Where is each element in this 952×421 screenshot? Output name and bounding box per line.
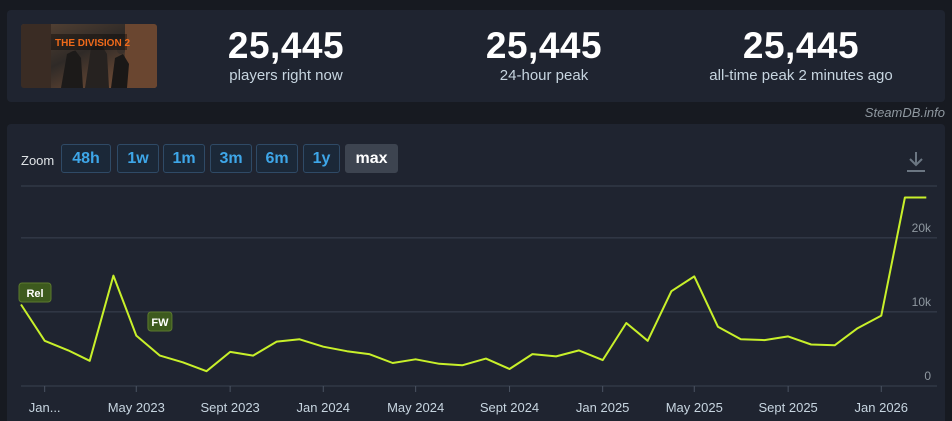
game-logo-image: THE DIVISION 2 [21, 24, 157, 88]
current-players-label: players right now [229, 67, 343, 84]
stats-panel: THE DIVISION 2 25,445 players right now … [7, 10, 945, 102]
annotation-flag-0 [18, 282, 52, 303]
player-count-chart: 0 10k 20k Jan... May 2023 Sept 2023 Jan 2024 Ma… [18, 185, 937, 415]
stat-alltime-peak: 25,445 all-time peak 2 minutes ago [691, 26, 911, 85]
x-tick-label-0: Jan... [29, 400, 61, 415]
peak-24h-label: 24-hour peak [499, 67, 589, 84]
zoom-3m-button[interactable]: 3m [210, 144, 252, 173]
x-tick-label-3: Jan 2024 [297, 400, 351, 415]
x-tick-label-9: Jan 2026 [855, 400, 909, 415]
steamdb-credit[interactable]: SteamDB.info [864, 105, 945, 120]
y-tick-label-0: 0 [924, 369, 931, 383]
game-logo[interactable]: THE DIVISION 2 [21, 24, 157, 88]
annotation-flag-1 [147, 311, 173, 332]
stat-24h-peak: 25,445 24-hour peak [459, 26, 629, 85]
y-tick-label-2: 20k [912, 221, 932, 235]
x-tick-label-4: May 2024 [387, 400, 444, 415]
x-tick-label-7: May 2025 [666, 400, 723, 415]
download-icon[interactable] [905, 150, 927, 174]
x-tick-label-5: Sept 2024 [480, 400, 539, 415]
x-tick-label-6: Jan 2025 [576, 400, 630, 415]
alltime-peak-label: all-time peak 2 minutes ago [709, 67, 893, 84]
x-tick-label-8: Sept 2025 [759, 400, 818, 415]
current-players-value: 25,445 [227, 25, 345, 66]
alltime-peak-value: 25,445 [742, 25, 860, 66]
zoom-1y-button[interactable]: 1y [303, 144, 340, 173]
svg-text:THE DIVISION 2: THE DIVISION 2 [55, 38, 130, 49]
x-tick-label-2: Sept 2023 [201, 400, 260, 415]
zoom-label: Zoom [21, 153, 55, 168]
zoom-1m-button[interactable]: 1m [163, 144, 205, 173]
stat-current-players: 25,445 players right now [201, 26, 371, 85]
zoom-1w-button[interactable]: 1w [117, 144, 159, 173]
y-tick-label-1: 10k [912, 295, 932, 309]
annotation-label-1: FW [151, 317, 169, 329]
peak-24h-value: 25,445 [485, 25, 603, 66]
chart-panel: 0 10k 20k Jan... May 2023 Sept 2023 Jan 2024 Ma… [7, 124, 945, 421]
x-tick-label-1: May 2023 [108, 400, 165, 415]
zoom-max-button[interactable]: max [345, 144, 398, 173]
series-line-players [20, 196, 927, 373]
zoom-48h-button[interactable]: 48h [61, 144, 111, 173]
zoom-6m-button[interactable]: 6m [256, 144, 298, 173]
annotation-label-0: Rel [26, 288, 43, 300]
